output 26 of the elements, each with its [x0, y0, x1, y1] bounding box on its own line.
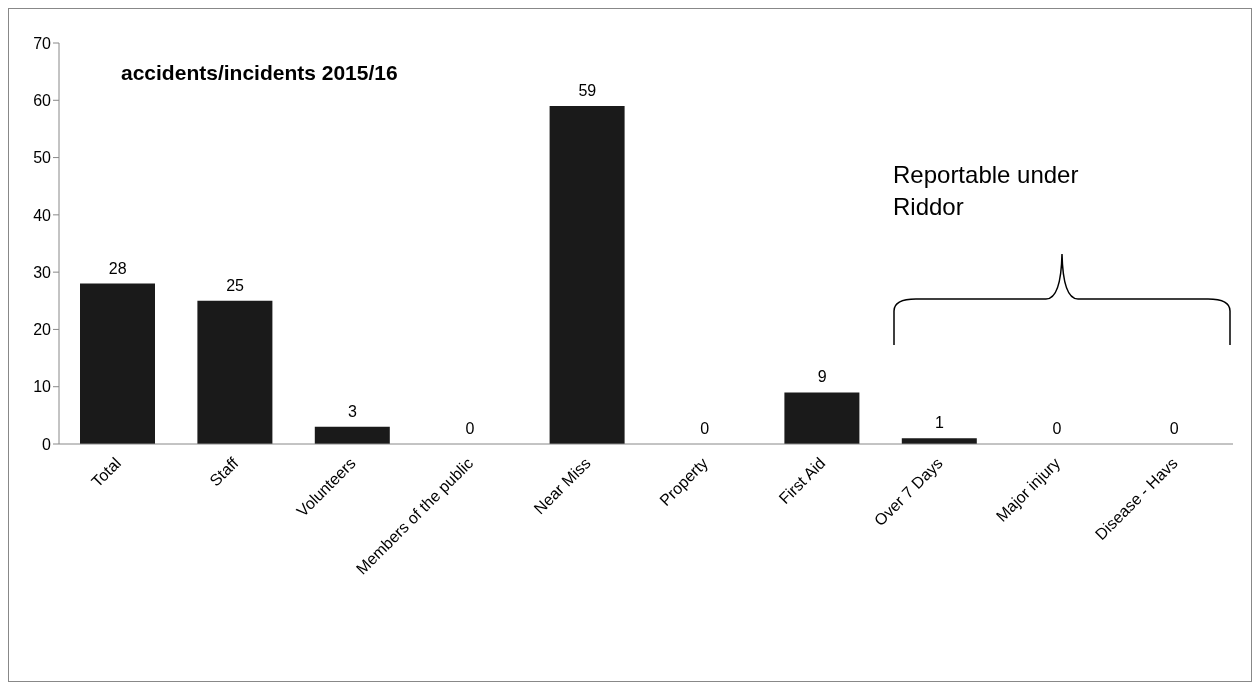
x-tick-label: First Aid: [775, 454, 829, 508]
text: accidents/incidents 2015/16: [121, 61, 398, 85]
y-tick-label: 40: [33, 206, 52, 224]
data-label: 0: [1052, 420, 1062, 437]
bar: [784, 392, 860, 444]
y-tick-label: 30: [33, 263, 52, 281]
y-tick-label: 50: [33, 149, 52, 167]
bar: [314, 426, 390, 444]
data-label: 0: [1169, 420, 1179, 437]
y-tick-label: 0: [42, 435, 52, 453]
data-label: 3: [348, 402, 358, 420]
bar: [80, 283, 155, 444]
data-label: 0: [465, 420, 475, 437]
bar: [549, 106, 625, 444]
y-tick-label: 10: [33, 378, 52, 396]
y-tick-label: 70: [33, 34, 52, 52]
data-label: 0: [700, 420, 710, 437]
bar: [197, 300, 273, 444]
data-label: 59: [578, 82, 597, 100]
data-label: 28: [108, 259, 127, 277]
y-tick-label: 60: [33, 91, 52, 109]
annotation: Reportable under Riddor: [893, 160, 1080, 222]
y-tick-label: 20: [33, 321, 52, 339]
data-label: 25: [226, 276, 245, 294]
data-label: 9: [817, 368, 827, 386]
data-label: 1: [935, 414, 945, 432]
